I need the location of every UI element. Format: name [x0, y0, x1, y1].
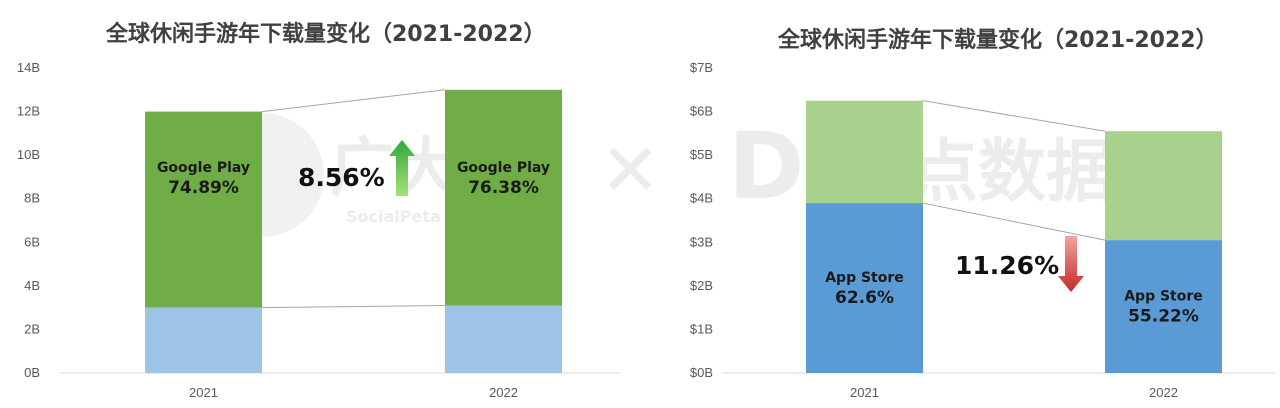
segment-label-name: Google Play	[157, 160, 250, 176]
y-tick-label: $4B	[690, 191, 713, 206]
bar-segment	[1105, 131, 1222, 241]
x-tick-label: 2021	[850, 385, 879, 400]
left-chart-title: 全球休闲手游年下载量变化（2021-2022）	[106, 22, 546, 47]
left-chart: 0B 2B 4B 6B 8B 10B 12B 14B 2021 2022 Google Play 74…	[17, 60, 620, 400]
y-tick-label: 0B	[24, 365, 40, 380]
segment-label-percent: 62.6%	[835, 288, 894, 308]
bar-segment	[806, 100, 923, 204]
segment-label-percent: 55.22%	[1128, 307, 1199, 327]
right-chart-title: 全球休闲手游年下载量变化（2021-2022）	[778, 28, 1218, 53]
segment-label-name: Google Play	[457, 160, 550, 176]
y-tick-label: 14B	[17, 60, 40, 75]
x-tick-label: 2022	[1149, 385, 1178, 400]
y-tick-label: $0B	[690, 365, 713, 380]
change-percent-label: 11.26%	[955, 251, 1059, 280]
connector-line-top	[922, 100, 1106, 132]
segment-label-percent: 74.89%	[168, 178, 239, 198]
watermark-separator: ✕	[600, 128, 660, 212]
y-tick-label: $6B	[690, 104, 713, 119]
change-percent-label: 8.56%	[298, 163, 385, 192]
bar-segment	[445, 89, 562, 306]
connector-line-boundary	[922, 202, 1106, 241]
y-tick-label: 12B	[17, 104, 40, 119]
x-tick-label: 2022	[489, 385, 518, 400]
segment-label-name: App Store	[825, 270, 904, 286]
y-tick-label: $5B	[690, 147, 713, 162]
segment-label-percent: 76.38%	[468, 178, 539, 198]
bar-segment	[145, 111, 262, 308]
y-tick-label: 4B	[24, 278, 40, 293]
watermark-right-logo: D	[728, 113, 804, 220]
x-tick-label: 2021	[189, 385, 218, 400]
arrow-down-icon	[1058, 236, 1084, 292]
right-chart: $0B $1B $2B $3B $4B $5B $6B $7B 2021 2022 App Stor…	[690, 60, 1275, 400]
bar-segment	[445, 305, 562, 373]
y-tick-label: $3B	[690, 234, 713, 249]
y-tick-label: $1B	[690, 321, 713, 336]
y-tick-label: 8B	[24, 191, 40, 206]
y-tick-label: 6B	[24, 234, 40, 249]
bar-segment	[145, 307, 262, 373]
segment-label-name: App Store	[1124, 289, 1203, 305]
connector-line-boundary	[261, 304, 446, 309]
bar-segment	[1105, 240, 1222, 373]
arrow-up-icon	[389, 140, 415, 196]
y-tick-label: $2B	[690, 278, 713, 293]
connector-line-top	[261, 89, 446, 113]
y-tick-label: $7B	[690, 60, 713, 75]
y-tick-label: 2B	[24, 321, 40, 336]
y-tick-label: 10B	[17, 147, 40, 162]
bar-segment	[806, 203, 923, 373]
